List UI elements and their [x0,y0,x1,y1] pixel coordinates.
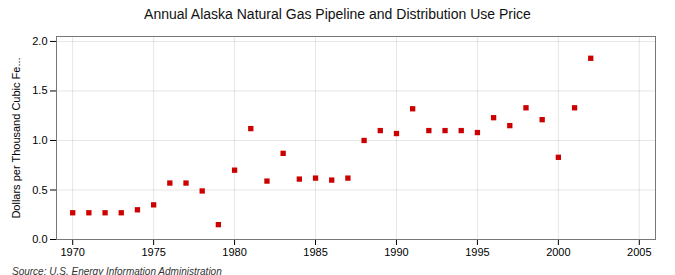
svg-text:1970: 1970 [60,246,84,258]
svg-text:1990: 1990 [384,246,408,258]
svg-text:1975: 1975 [141,246,165,258]
svg-text:1995: 1995 [465,246,489,258]
svg-text:1.5: 1.5 [32,84,47,96]
html-text:Annual Alaska Natural Gas Pipe: Annual Alaska Natural Gas Pipeline and D… [144,6,531,22]
svg-text:2000: 2000 [546,246,570,258]
svg-text:0.5: 0.5 [32,184,47,196]
svg-text:1980: 1980 [222,246,246,258]
svg-text:1.0: 1.0 [32,134,47,146]
svg-text:Dollars per Thousand Cubic Fe.: Dollars per Thousand Cubic Fe... [10,57,22,218]
svg-text:2.0: 2.0 [32,35,47,47]
svg-text:0.0: 0.0 [32,233,47,245]
svg-text:1985: 1985 [303,246,327,258]
svg-text:2005: 2005 [627,246,651,258]
